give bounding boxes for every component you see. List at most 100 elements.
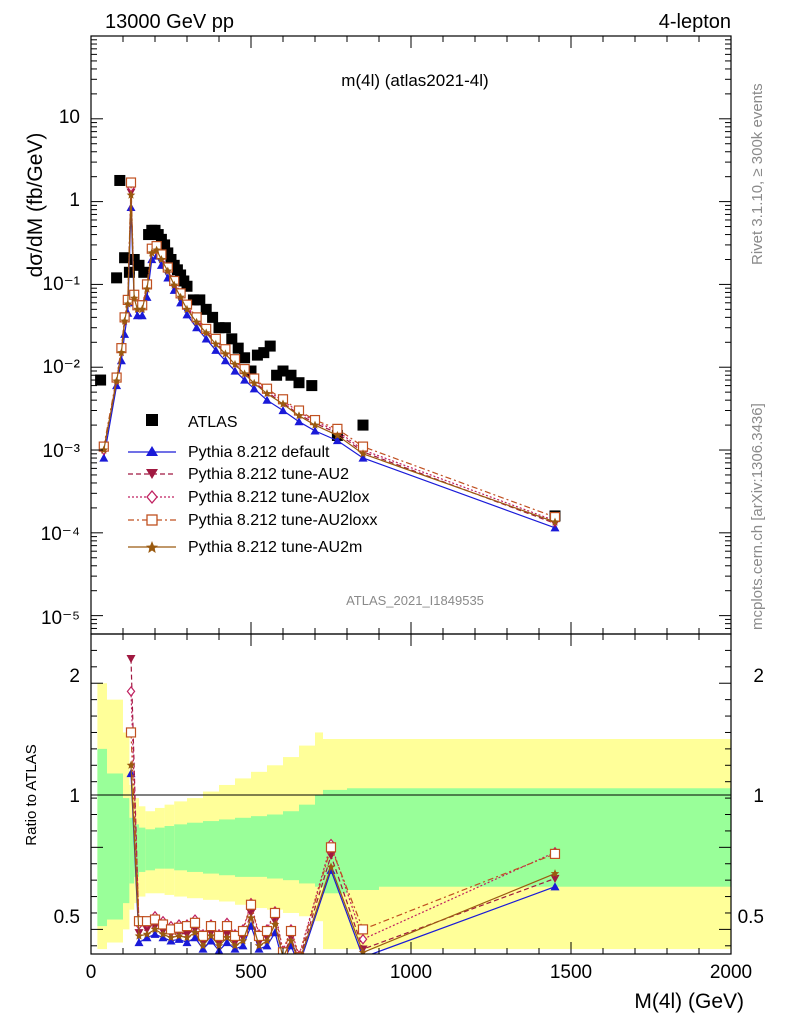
- ratio-data-point: [550, 882, 560, 891]
- main-y-tick-label: 10⁻¹: [43, 274, 81, 295]
- ratio-data-point: [174, 931, 184, 940]
- analysis-watermark: ATLAS_2021_I1849535: [346, 593, 484, 608]
- legend-entry-au2: Pythia 8.212 tune-AU2: [128, 466, 349, 483]
- main-data-point: [239, 352, 251, 364]
- ratio-data-point: [126, 685, 136, 697]
- inner-band-bin: [299, 804, 315, 884]
- main-data-point: [357, 419, 369, 431]
- main-data-point: [162, 247, 174, 259]
- inner-band-bin: [283, 811, 299, 881]
- main-data-point: [278, 399, 288, 408]
- main-data-point: [119, 252, 131, 264]
- ratio-data-point: [189, 917, 201, 928]
- main-data-point: [262, 395, 272, 404]
- ratio-data-point: [286, 936, 296, 945]
- ratio-data-point: [269, 907, 281, 919]
- main-data-point: [147, 248, 157, 257]
- ratio-data-point: [206, 936, 216, 945]
- main-data-point: [114, 174, 126, 186]
- main-data-point: [192, 323, 202, 332]
- ratio-data-point: [190, 928, 200, 937]
- main-data-point: [169, 280, 179, 289]
- ratio-data-point: [222, 933, 232, 942]
- legend-label: Pythia 8.212 default: [188, 444, 330, 461]
- ratio-data-point: [206, 931, 216, 940]
- main-data-point: [249, 384, 259, 393]
- main-data-point: [95, 374, 107, 386]
- ratio-data-point: [230, 944, 240, 953]
- main-data-point: [120, 329, 130, 338]
- inner-band-bin: [155, 827, 165, 869]
- main-y-tick-label: 10⁻⁵: [41, 608, 80, 629]
- ratio-data-point: [295, 957, 304, 965]
- main-data-point: [111, 272, 123, 284]
- x-tick-label: 1500: [550, 962, 592, 983]
- inner-band-bin: [347, 788, 379, 890]
- ratio-data-point: [549, 848, 561, 859]
- main-data-point: [251, 349, 263, 361]
- x-tick-label: 500: [235, 962, 267, 983]
- inner-band-bin: [219, 819, 235, 876]
- ratio-y-tick-label: 1: [69, 786, 80, 807]
- main-data-point: [333, 430, 342, 440]
- main-data-point: [152, 245, 161, 254]
- main-data-point: [137, 311, 147, 320]
- main-data-point: [182, 310, 192, 319]
- ratio-data-point: [150, 924, 160, 933]
- ratio-data-point: [150, 929, 160, 938]
- inner-band-bin: [164, 826, 175, 869]
- ratio-data-point: [166, 933, 176, 942]
- main-y-tick-labels: 10 1 10⁻¹ 10⁻² 10⁻³ 10⁻⁴ 10⁻⁵: [41, 107, 80, 629]
- energy-label: 13000 GeV pp: [105, 11, 234, 33]
- main-data-point: [165, 253, 177, 265]
- ratio-data-point: [285, 925, 297, 937]
- main-data-point: [264, 340, 276, 352]
- inner-band-bin: [107, 773, 123, 920]
- main-data-point: [99, 453, 109, 462]
- ratio-data-point: [254, 941, 264, 950]
- main-data-point: [142, 284, 152, 293]
- main-data-point: [175, 269, 187, 281]
- main-data-point: [285, 369, 297, 381]
- main-data-point: [332, 436, 342, 445]
- ratio-data-point: [262, 941, 272, 950]
- main-data-point: [258, 347, 270, 359]
- main-data-point: [211, 339, 221, 348]
- ratio-data-point: [198, 941, 208, 950]
- main-data-point: [293, 377, 305, 389]
- ratio-data-point: [158, 929, 168, 938]
- ratio-data-point: [279, 958, 288, 966]
- ratio-data-point: [214, 941, 224, 950]
- main-data-point: [112, 376, 121, 385]
- main-data-point: [230, 366, 240, 375]
- ratio-data-point: [254, 944, 264, 953]
- legend-label: Pythia 8.212 tune-AU2: [188, 466, 349, 483]
- ratio-data-point: [142, 929, 152, 938]
- main-data-point: [358, 449, 368, 458]
- ratio-y-tick-label-right: 2: [753, 666, 764, 687]
- ratio-data-point: [213, 930, 225, 942]
- main-data-point: [213, 322, 225, 334]
- ratio-data-point: [326, 862, 336, 871]
- inner-band-bin: [129, 817, 135, 884]
- ratio-y-tick-labels: 0.5 1 2 0.5 1 2: [54, 666, 764, 928]
- main-data-point: [277, 365, 289, 377]
- ratio-data-point: [357, 924, 369, 935]
- inner-band-bin: [174, 824, 187, 871]
- main-data-point: [207, 311, 219, 323]
- main-data-point: [157, 255, 166, 264]
- main-data-point: [128, 253, 140, 265]
- main-data-point: [230, 359, 240, 369]
- main-data-point: [123, 299, 133, 308]
- x-tick-label: 1000: [390, 962, 432, 983]
- inner-band-bin: [315, 794, 323, 887]
- ratio-data-point: [205, 921, 217, 932]
- main-data-point: [240, 375, 250, 384]
- ratio-data-point: [126, 655, 136, 664]
- main-data-point: [220, 356, 230, 365]
- ratio-y-tick-label-right: 1: [753, 786, 764, 807]
- ratio-data-point: [182, 938, 192, 947]
- x-tick-label: 0: [86, 962, 97, 983]
- ratio-data-point: [174, 934, 184, 943]
